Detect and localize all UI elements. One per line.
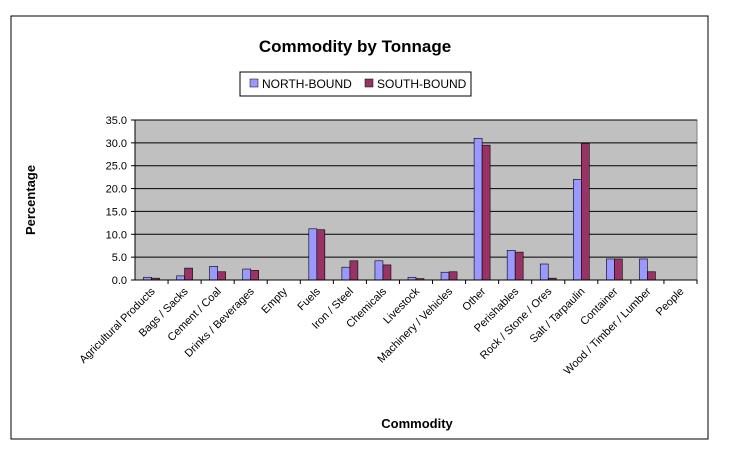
legend-box xyxy=(239,71,472,97)
plot-background xyxy=(134,119,698,281)
bar-north-bound xyxy=(242,268,252,281)
y-tick-label: 15.0 xyxy=(106,206,127,218)
bar-north-bound xyxy=(374,260,384,281)
bar-south-bound xyxy=(217,271,226,281)
bar-north-bound xyxy=(440,271,450,281)
bar-north-bound xyxy=(572,179,582,281)
bar-south-bound xyxy=(647,271,656,281)
bar-south-bound xyxy=(250,270,260,281)
legend-swatch-south xyxy=(364,78,374,88)
bar-south-bound xyxy=(382,264,392,281)
bar-south-bound xyxy=(614,258,623,281)
bar-south-bound xyxy=(481,144,491,281)
bar-north-bound xyxy=(606,258,615,281)
bar-south-bound xyxy=(184,267,193,281)
bar-north-bound xyxy=(209,265,218,281)
bar-south-bound xyxy=(316,229,326,281)
bar-south-bound xyxy=(514,251,524,281)
bar-north-bound xyxy=(308,228,318,281)
bar-north-bound xyxy=(506,249,516,281)
bar-north-bound xyxy=(639,258,648,281)
bar-south-bound xyxy=(349,260,359,281)
legend-swatch-north xyxy=(249,78,259,88)
bar-south-bound xyxy=(580,143,590,281)
legend-label-south: SOUTH-BOUND xyxy=(377,77,467,91)
y-tick-label: 0.0 xyxy=(112,275,127,287)
y-axis-label: Percentage xyxy=(23,165,38,235)
chart-title: Commodity by Tonnage xyxy=(259,37,451,56)
y-tick-label: 25.0 xyxy=(106,161,127,173)
y-tick-label: 30.0 xyxy=(106,138,127,150)
x-axis-label: Commodity xyxy=(381,416,453,431)
bar-north-bound xyxy=(341,266,351,281)
bar-south-bound xyxy=(448,271,458,281)
y-tick-label: 35.0 xyxy=(106,115,127,127)
bar-north-bound xyxy=(539,263,549,281)
legend-label-north: NORTH-BOUND xyxy=(262,77,352,91)
y-tick-label: 5.0 xyxy=(112,252,127,264)
y-tick-label: 20.0 xyxy=(106,184,127,196)
y-tick-label: 10.0 xyxy=(106,229,127,241)
bar-north-bound xyxy=(176,275,185,281)
legend: NORTH-BOUND SOUTH-BOUND xyxy=(239,71,472,97)
bar-north-bound xyxy=(473,137,483,281)
